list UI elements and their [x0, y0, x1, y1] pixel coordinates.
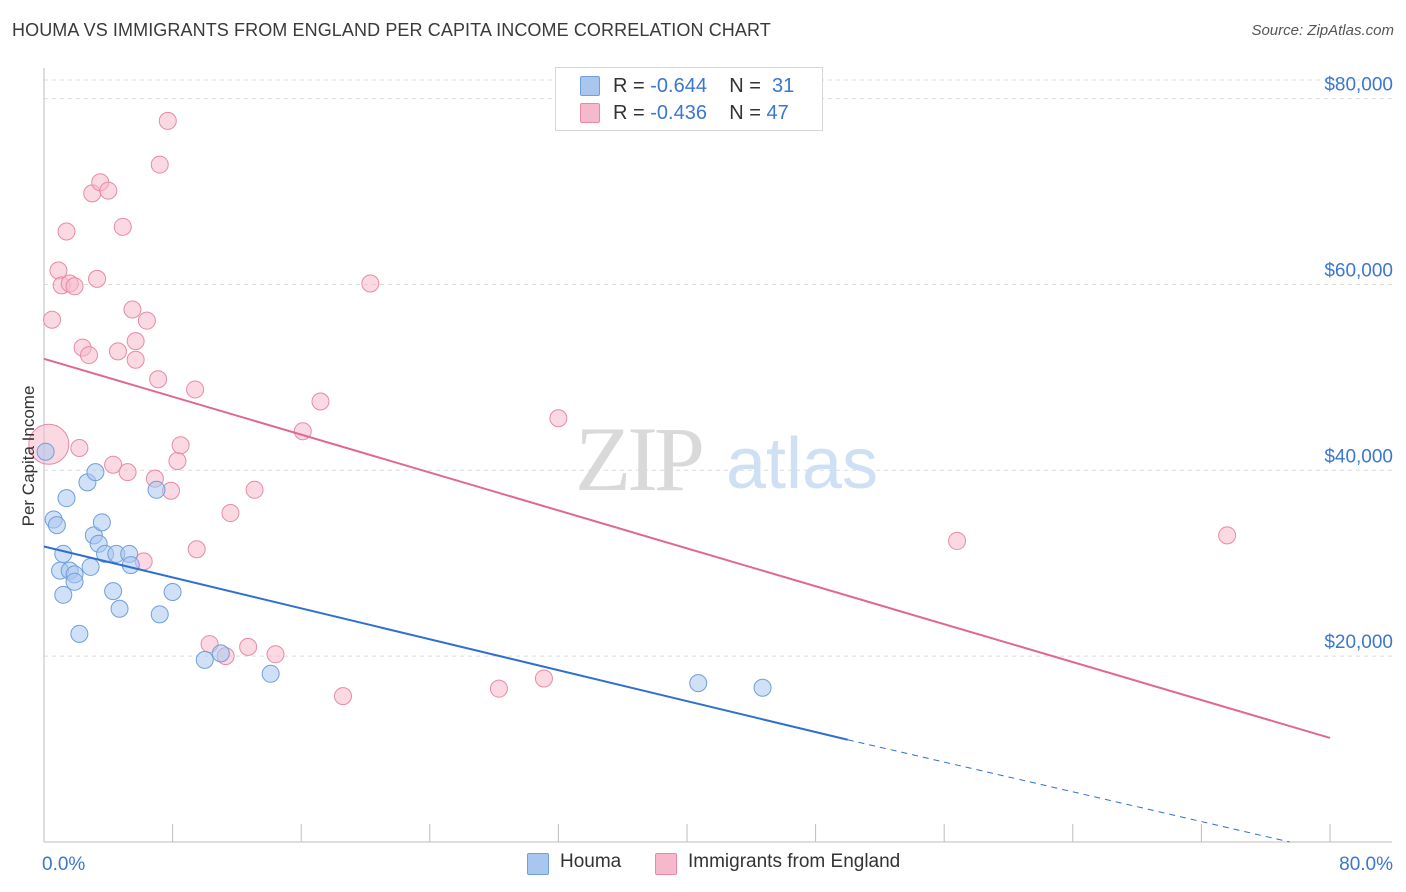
r-value-england: -0.436: [650, 101, 707, 124]
n-label: N =: [729, 74, 761, 97]
england-point: [171, 436, 190, 455]
legend-label-houma: Houma: [560, 851, 622, 872]
axes: [43, 68, 1392, 843]
houma-point: [150, 605, 169, 624]
houma-trend-line: [43, 545, 848, 741]
source-label: Source: ZipAtlas.com: [1251, 22, 1394, 39]
england-point: [168, 452, 187, 470]
y-axis-label: Per Capita Income: [19, 386, 38, 527]
houma-point: [211, 644, 230, 663]
correlation-legend: R = -0.644 N = 31 R = -0.436 N = 47: [555, 67, 823, 131]
houma-swatch: [580, 76, 600, 96]
houma-point: [92, 513, 111, 532]
england-point: [65, 277, 84, 296]
england-point: [88, 269, 107, 288]
england-point: [221, 504, 240, 523]
series-houma-points: [36, 442, 772, 697]
england-point: [149, 370, 168, 389]
y-tick-label: $20,000: [1324, 632, 1393, 653]
england-point: [549, 409, 568, 428]
y-tick-labels: $20,000 $40,000 $60,000 $80,000: [1324, 75, 1393, 654]
houma-point: [57, 489, 76, 508]
gridlines: [44, 79, 1392, 657]
houma-point: [54, 585, 73, 604]
houma-point: [110, 599, 129, 618]
england-trend-line: [43, 357, 1331, 739]
england-point: [311, 392, 330, 411]
watermark-atlas: atlas: [726, 424, 878, 504]
houma-legend-swatch: [527, 853, 549, 875]
houma-point: [86, 463, 105, 482]
england-legend-swatch: [655, 853, 677, 875]
england-point: [534, 669, 553, 688]
watermark-zip: ZIP: [575, 408, 702, 510]
england-point: [333, 687, 352, 706]
houma-point: [195, 650, 214, 669]
n-label: N =: [729, 101, 761, 124]
england-point: [126, 350, 145, 369]
england-point: [80, 346, 99, 365]
england-point: [99, 181, 118, 200]
england-point: [239, 637, 258, 656]
y-tick-label: $80,000: [1324, 75, 1393, 96]
houma-point: [65, 572, 84, 591]
england-point: [108, 342, 127, 361]
houma-point: [261, 664, 280, 683]
houma-point: [753, 678, 772, 697]
england-point: [118, 463, 137, 482]
england-point: [1218, 526, 1237, 545]
r-label: R =: [613, 101, 645, 124]
n-value-england: 47: [766, 101, 789, 124]
houma-point: [36, 442, 55, 461]
houma-point: [163, 583, 182, 602]
england-point: [187, 540, 206, 559]
houma-point: [54, 544, 73, 563]
series-england-points: [28, 111, 1237, 706]
england-point: [126, 332, 145, 351]
england-point: [158, 111, 177, 130]
england-point: [266, 645, 285, 664]
houma-point: [47, 516, 66, 535]
houma-point: [70, 624, 89, 643]
england-point: [361, 274, 380, 293]
england-point: [245, 480, 264, 499]
houma-point: [689, 674, 708, 693]
england-point: [948, 531, 967, 550]
england-point: [123, 300, 142, 319]
houma-point: [81, 557, 100, 576]
england-point: [150, 155, 169, 174]
houma-point: [104, 582, 123, 601]
y-tick-label: $60,000: [1324, 260, 1393, 281]
chart-title: HOUMA VS IMMIGRANTS FROM ENGLAND PER CAP…: [12, 20, 771, 40]
x-tick-label: 0.0%: [42, 854, 85, 875]
england-point: [113, 217, 132, 236]
r-value-houma: -0.644: [650, 74, 707, 97]
england-point: [489, 679, 508, 698]
watermark: ZIP atlas: [575, 408, 878, 510]
houma-trend-extension: [847, 739, 1290, 843]
england-point: [104, 455, 123, 474]
n-value-houma: 31: [772, 74, 795, 97]
england-point: [70, 438, 89, 457]
trend-lines: [43, 357, 1331, 843]
x-tick-labels: 0.0% 80.0%: [42, 854, 1393, 875]
england-point: [186, 380, 205, 399]
england-point: [57, 222, 76, 241]
england-point: [137, 311, 156, 330]
england-point: [43, 310, 62, 329]
x-tick-label: 80.0%: [1339, 854, 1393, 875]
houma-point: [147, 480, 166, 499]
y-tick-label: $40,000: [1324, 446, 1393, 467]
england-swatch: [580, 103, 600, 123]
legend-label-england: Immigrants from England: [688, 851, 901, 872]
r-label: R =: [613, 74, 645, 97]
